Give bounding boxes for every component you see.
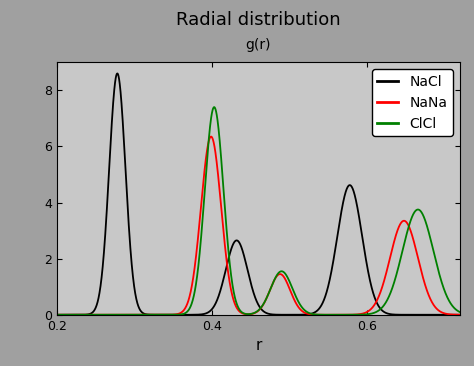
ClCl [100, 313, 106, 317]
NaNa [449, 312, 455, 317]
NaNa [406, 224, 411, 228]
Text: g(r): g(r) [246, 38, 271, 52]
Line: NaCl: NaCl [57, 74, 460, 315]
ClCl [449, 303, 455, 307]
NaCl [449, 313, 455, 317]
Line: ClCl: ClCl [57, 107, 460, 315]
NaCl [100, 263, 106, 268]
NaCl [54, 313, 60, 317]
X-axis label: r: r [255, 338, 262, 353]
NaCl [226, 255, 232, 259]
Text: Radial distribution: Radial distribution [176, 11, 341, 29]
NaCl [406, 313, 411, 317]
ClCl [209, 114, 214, 119]
NaNa [100, 313, 106, 317]
NaCl [124, 191, 130, 196]
ClCl [124, 313, 129, 317]
NaNa [457, 313, 463, 317]
Legend: NaCl, NaNa, ClCl: NaCl, NaNa, ClCl [372, 69, 453, 136]
NaNa [124, 313, 129, 317]
NaNa [209, 135, 214, 139]
NaCl [457, 313, 463, 317]
NaCl [115, 71, 120, 76]
ClCl [226, 254, 232, 258]
NaNa [208, 134, 214, 139]
ClCl [406, 225, 411, 229]
Line: NaNa: NaNa [57, 137, 460, 315]
ClCl [457, 310, 463, 314]
ClCl [211, 105, 217, 109]
NaNa [54, 313, 60, 317]
NaCl [209, 307, 214, 312]
NaNa [226, 276, 232, 280]
ClCl [54, 313, 60, 317]
